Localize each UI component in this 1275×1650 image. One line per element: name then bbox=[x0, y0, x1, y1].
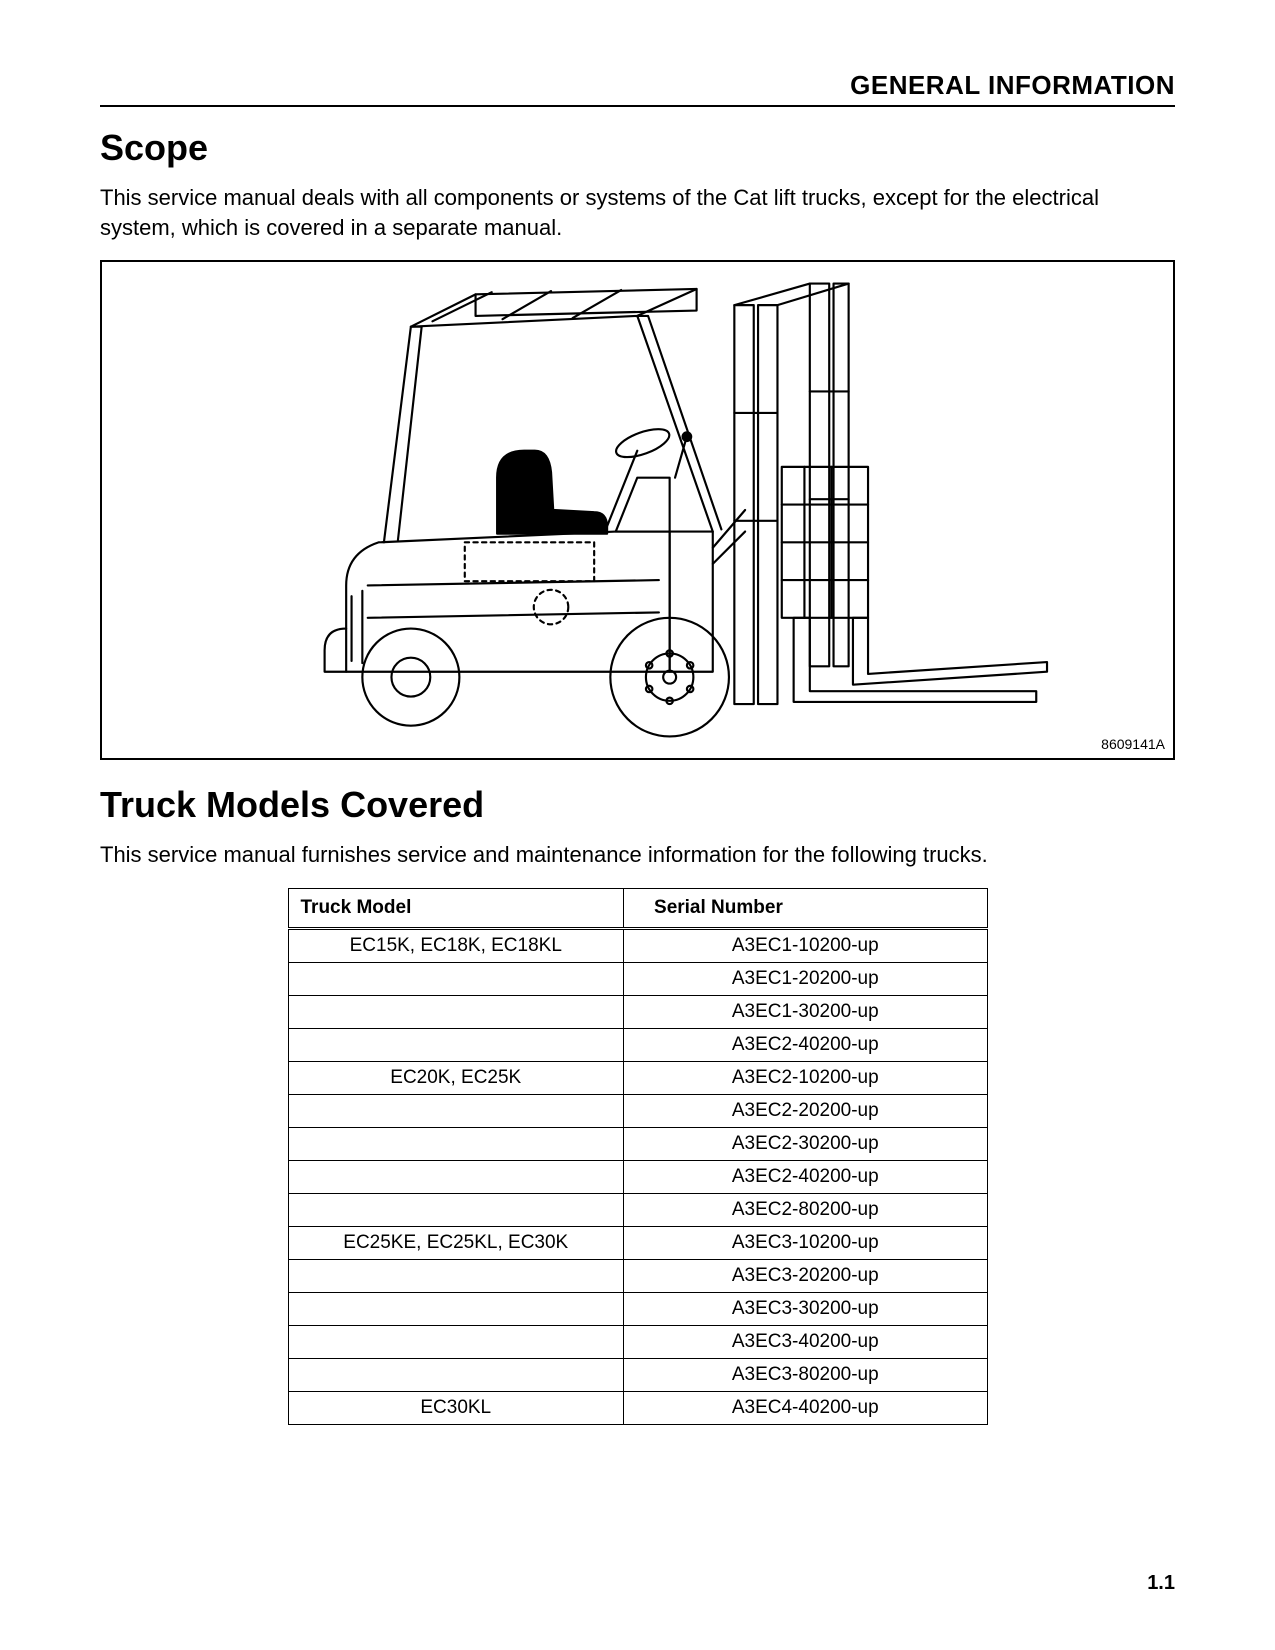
serial-cell: A3EC3-80200-up bbox=[624, 1359, 987, 1392]
serial-cell: A3EC3-20200-up bbox=[624, 1260, 987, 1293]
header-title: GENERAL INFORMATION bbox=[100, 70, 1175, 105]
page-number: 1.1 bbox=[1147, 1572, 1175, 1595]
table-row: A3EC3-20200-up bbox=[288, 1260, 987, 1293]
truck-models-table: Truck Model Serial Number EC15K, EC18K, … bbox=[288, 888, 988, 1425]
model-cell bbox=[288, 1128, 624, 1161]
table-row: A3EC2-20200-up bbox=[288, 1095, 987, 1128]
table-row: EC20K, EC25KA3EC2-10200-up bbox=[288, 1062, 987, 1095]
table-row: EC15K, EC18K, EC18KLA3EC1-10200-up bbox=[288, 929, 987, 963]
serial-cell: A3EC3-10200-up bbox=[624, 1227, 987, 1260]
serial-cell: A3EC1-30200-up bbox=[624, 996, 987, 1029]
model-cell bbox=[288, 1260, 624, 1293]
scope-heading: Scope bbox=[100, 127, 1175, 169]
table-row: A3EC2-40200-up bbox=[288, 1029, 987, 1062]
model-cell bbox=[288, 1293, 624, 1326]
table-row: A3EC3-80200-up bbox=[288, 1359, 987, 1392]
serial-cell: A3EC2-40200-up bbox=[624, 1161, 987, 1194]
col-header-model: Truck Model bbox=[288, 889, 624, 929]
serial-cell: A3EC2-20200-up bbox=[624, 1095, 987, 1128]
table-row: A3EC2-80200-up bbox=[288, 1194, 987, 1227]
scope-paragraph: This service manual deals with all compo… bbox=[100, 183, 1175, 242]
model-cell: EC30KL bbox=[288, 1392, 624, 1425]
model-cell: EC25KE, EC25KL, EC30K bbox=[288, 1227, 624, 1260]
serial-cell: A3EC1-20200-up bbox=[624, 963, 987, 996]
model-cell: EC15K, EC18K, EC18KL bbox=[288, 929, 624, 963]
table-header-row: Truck Model Serial Number bbox=[288, 889, 987, 929]
model-cell bbox=[288, 1095, 624, 1128]
serial-cell: A3EC2-30200-up bbox=[624, 1128, 987, 1161]
table-row: A3EC2-40200-up bbox=[288, 1161, 987, 1194]
model-cell bbox=[288, 1194, 624, 1227]
serial-cell: A3EC2-40200-up bbox=[624, 1029, 987, 1062]
table-row: A3EC1-30200-up bbox=[288, 996, 987, 1029]
header-rule: GENERAL INFORMATION bbox=[100, 70, 1175, 107]
figure-id-label: 8609141A bbox=[1101, 736, 1165, 752]
serial-cell: A3EC1-10200-up bbox=[624, 929, 987, 963]
serial-cell: A3EC3-40200-up bbox=[624, 1326, 987, 1359]
table-row: A3EC3-40200-up bbox=[288, 1326, 987, 1359]
model-cell: EC20K, EC25K bbox=[288, 1062, 624, 1095]
model-cell bbox=[288, 963, 624, 996]
model-cell bbox=[288, 1359, 624, 1392]
table-row: EC30KLA3EC4-40200-up bbox=[288, 1392, 987, 1425]
table-row: A3EC1-20200-up bbox=[288, 963, 987, 996]
model-cell bbox=[288, 1161, 624, 1194]
forklift-line-drawing-icon bbox=[206, 262, 1069, 758]
models-heading: Truck Models Covered bbox=[100, 784, 1175, 826]
table-row: A3EC2-30200-up bbox=[288, 1128, 987, 1161]
serial-cell: A3EC2-10200-up bbox=[624, 1062, 987, 1095]
table-row: EC25KE, EC25KL, EC30KA3EC3-10200-up bbox=[288, 1227, 987, 1260]
serial-cell: A3EC3-30200-up bbox=[624, 1293, 987, 1326]
page: GENERAL INFORMATION Scope This service m… bbox=[0, 0, 1275, 1650]
model-cell bbox=[288, 996, 624, 1029]
model-cell bbox=[288, 1326, 624, 1359]
col-header-serial: Serial Number bbox=[624, 889, 987, 929]
forklift-figure: 8609141A bbox=[100, 260, 1175, 760]
serial-cell: A3EC2-80200-up bbox=[624, 1194, 987, 1227]
models-paragraph: This service manual furnishes service an… bbox=[100, 840, 1175, 870]
model-cell bbox=[288, 1029, 624, 1062]
table-row: A3EC3-30200-up bbox=[288, 1293, 987, 1326]
serial-cell: A3EC4-40200-up bbox=[624, 1392, 987, 1425]
